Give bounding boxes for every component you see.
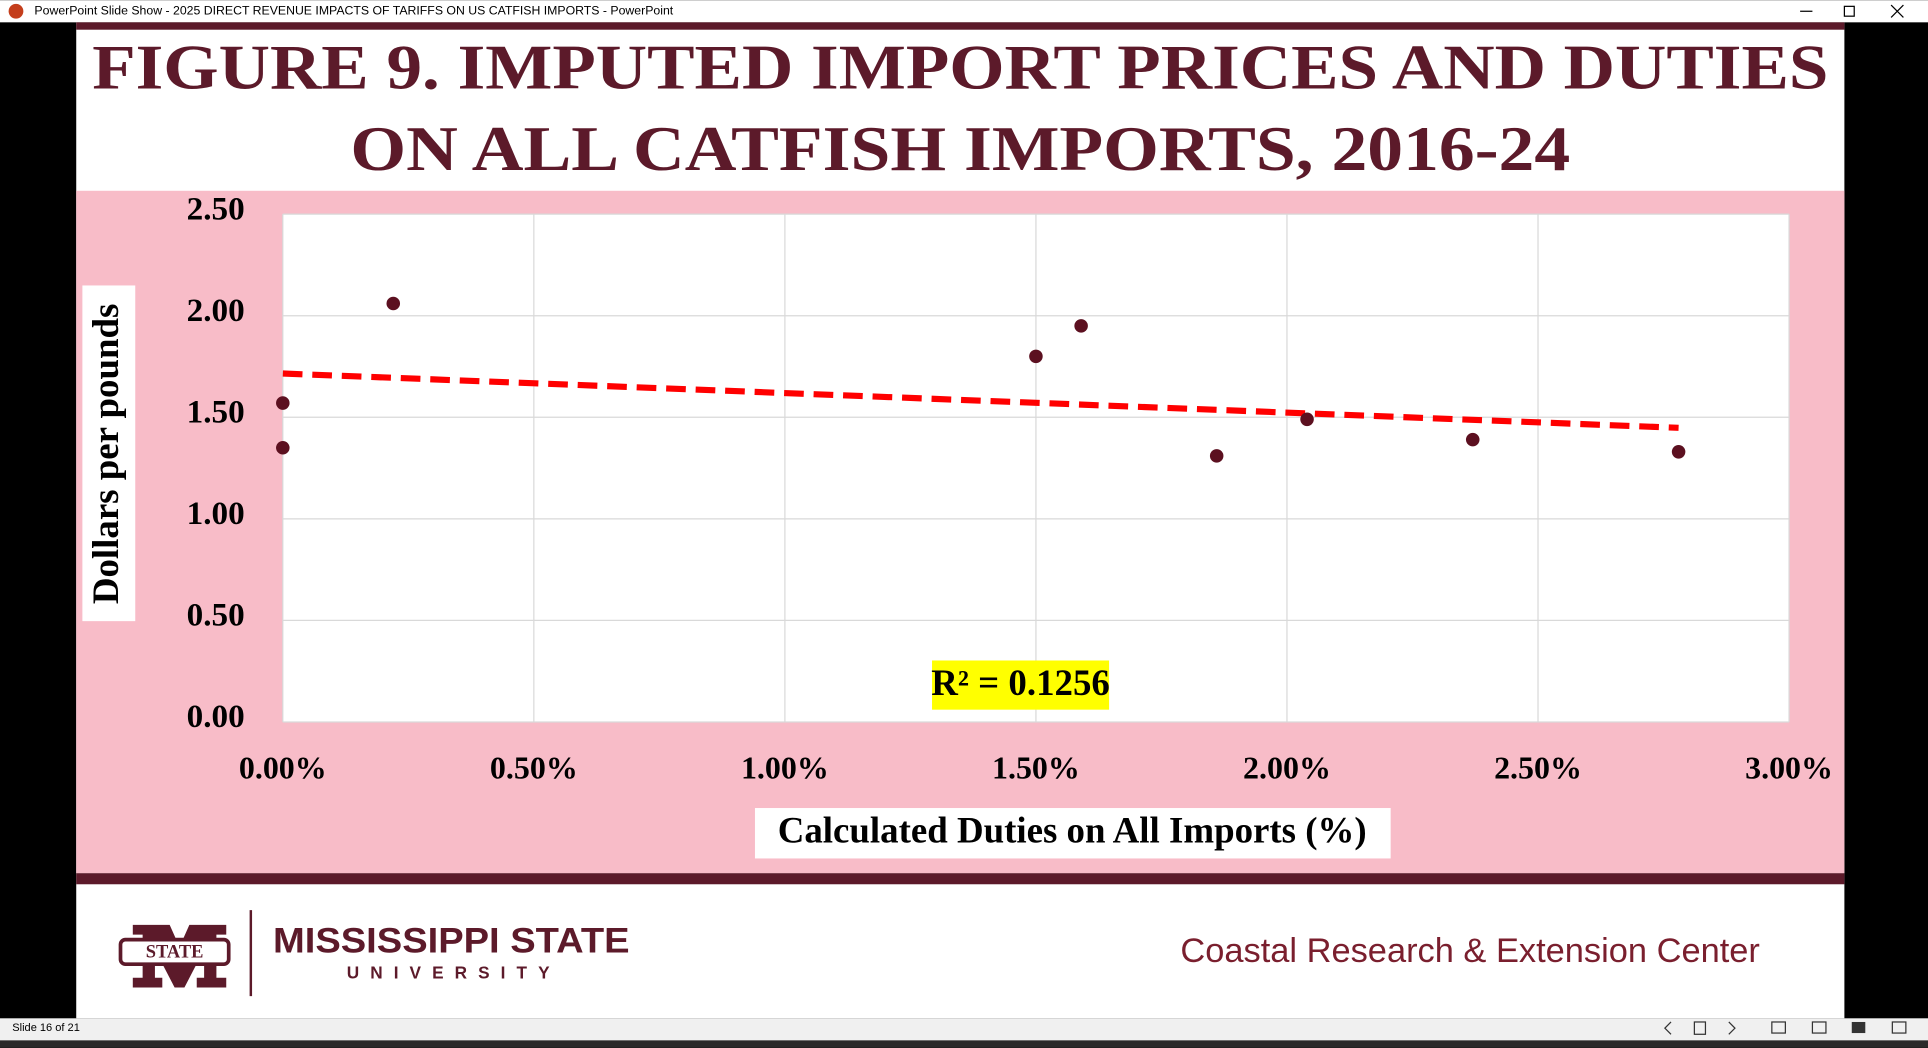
footer-stripe — [76, 873, 1845, 885]
center-name: Coastal Research & Extension Center — [1180, 932, 1759, 970]
close-button[interactable] — [1890, 4, 1904, 18]
sorter-view[interactable] — [1811, 1021, 1827, 1034]
next-button[interactable] — [1728, 1021, 1736, 1035]
x-label-box — [754, 808, 1391, 859]
x-tick-label: 2.50% — [1494, 750, 1582, 785]
point — [1465, 432, 1480, 447]
x-tick-label: 1.50% — [992, 750, 1080, 785]
point — [276, 396, 290, 410]
r-squared: R² = 0.1256 — [931, 662, 1110, 703]
restore-button[interactable] — [1843, 5, 1855, 17]
point — [1300, 412, 1314, 427]
university-name: MISSISSIPPI STATE — [273, 921, 630, 961]
menu-button[interactable] — [1693, 1021, 1707, 1035]
slideshow-view[interactable] — [1891, 1021, 1907, 1034]
point — [386, 296, 401, 311]
y-tick-label: 0.00 — [187, 698, 245, 735]
x-tick-label: 1.00% — [741, 750, 829, 785]
point — [276, 440, 290, 455]
y-tick-label: 1.00 — [187, 495, 245, 532]
top-stripe — [76, 22, 1845, 30]
x-axis-label: Calculated Duties on All Imports (%) — [778, 809, 1367, 851]
y-label-box — [82, 285, 136, 622]
y-tick-label: 1.50 — [187, 393, 245, 430]
status-bar — [0, 1018, 1928, 1041]
trendline — [282, 370, 1679, 431]
prev-button[interactable] — [1663, 1021, 1672, 1035]
app-icon — [8, 3, 24, 19]
y-tick-label: 2.50 — [187, 190, 245, 227]
y-tick-label: 0.50 — [187, 597, 245, 634]
logo-badge-text: STATE — [146, 941, 204, 961]
title-bar — [0, 0, 1928, 23]
x-tick-label: 0.50% — [490, 750, 578, 785]
slide-title: FIGURE 9. IMPUTED IMPORT PRICES AND DUTI… — [92, 32, 1828, 103]
window-title: PowerPoint Slide Show - 2025 DIRECT REVE… — [34, 4, 673, 18]
x-tick-label: 2.00% — [1243, 750, 1331, 785]
annotation-box — [932, 660, 1110, 710]
point — [1029, 349, 1043, 364]
point — [1074, 319, 1088, 333]
chart: 0.00 0.50 1.00 1.50 2.00 2.50 0.00% 0.50% 1.00% 1… — [187, 190, 1833, 785]
point — [1671, 445, 1686, 459]
logo-badge — [118, 937, 231, 967]
y-tick-label: 2.00 — [187, 292, 245, 329]
reading-view[interactable] — [1851, 1021, 1866, 1034]
point — [1209, 449, 1224, 463]
x-tick-label: 3.00% — [1745, 750, 1833, 785]
slide-counter: Slide 16 of 21 — [12, 1022, 80, 1034]
taskbar — [0, 1040, 1928, 1048]
x-tick-label: 0.00% — [239, 750, 327, 785]
university-word: UNIVERSITY — [347, 963, 561, 983]
normal-view[interactable] — [1771, 1021, 1786, 1034]
slide-title: ON ALL CATFISH IMPORTS, 2016-24 — [350, 113, 1570, 184]
y-axis-label: Dollars per pounds — [85, 304, 126, 605]
